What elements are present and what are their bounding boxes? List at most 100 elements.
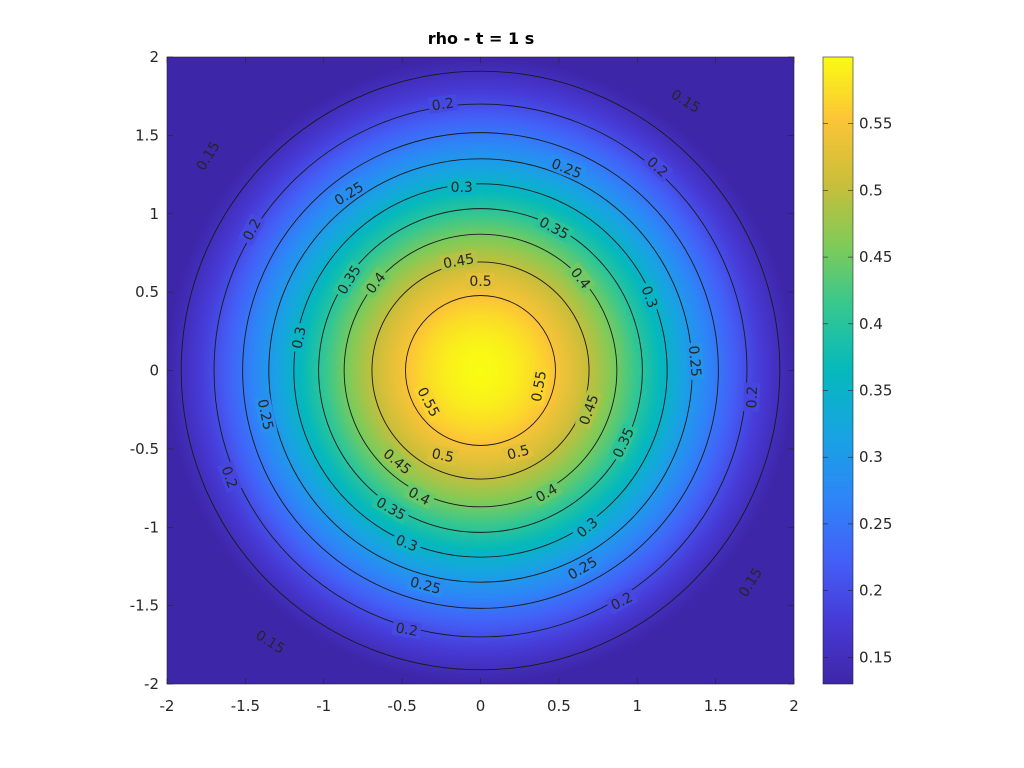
chart-title: rho - t = 1 s [428, 29, 534, 48]
x-tick-label: 2 [789, 697, 799, 715]
contour-label-mask [466, 273, 495, 290]
y-tick-label: -0.5 [130, 440, 159, 458]
contour-label: 0.3 [287, 321, 310, 354]
x-tick-label: -1.5 [231, 697, 260, 715]
contour-line-0_25 [242, 132, 719, 609]
contour-label-mask [391, 618, 423, 640]
y-axis-ticks: 2 1.5 1 0.5 0 -0.5 -1 -1.5 -2 [130, 48, 794, 693]
contour-label-mask [665, 84, 706, 118]
colorbar-tick-label: 0.35 [859, 382, 892, 400]
contour-lines [180, 70, 781, 671]
contour-label-mask [562, 551, 603, 585]
contour-label-text: 0.3 [393, 532, 420, 555]
contour-label-mask [378, 443, 417, 480]
contour-label-text: 0.2 [744, 386, 761, 409]
y-tick-label: 2 [149, 48, 159, 66]
contour-label: 0.3 [637, 280, 663, 314]
contour-label-mask [685, 342, 705, 381]
contour-label-mask [371, 492, 412, 525]
contour-line-0_2 [213, 103, 748, 638]
contour-label-text: 0.25 [408, 574, 442, 598]
contour-label-mask [439, 249, 479, 272]
contour-label: 0.3 [447, 179, 476, 196]
contour-label-mask [733, 562, 767, 602]
colorbar-tick-label: 0.55 [859, 115, 892, 133]
contour-label-mask [427, 444, 459, 466]
contour-label: 0.25 [254, 394, 278, 435]
contour-label: 0.2 [427, 94, 459, 115]
colorbar-tick-label: 0.15 [859, 648, 892, 666]
contour-label: 0.55 [527, 366, 550, 406]
contour-label: 0.2 [743, 382, 761, 412]
contour-label-mask [502, 440, 535, 464]
contour-line-0_35 [293, 183, 668, 558]
contour-label: 0.5 [427, 444, 459, 466]
x-tick-label: -2 [160, 697, 175, 715]
contour-label-text: 0.5 [469, 274, 491, 290]
contour-label-mask [447, 179, 476, 196]
colorbar-frame [822, 56, 854, 685]
colorbar-tick-label: 0.2 [859, 582, 883, 600]
contour-label-mask [527, 366, 550, 406]
colorbar-tick-label: 0.5 [859, 181, 883, 199]
x-tick-label: 0.5 [547, 697, 571, 715]
contour-label: 0.45 [439, 249, 479, 272]
contour-label: 0.5 [502, 440, 535, 464]
y-tick-label: 0 [149, 362, 159, 380]
contour-label-text: 0.25 [254, 398, 276, 432]
contour-label-text: 0.2 [431, 96, 455, 115]
contour-label-mask [413, 381, 445, 422]
x-axis-ticks: -2 -1.5 -1 -0.5 0 0.5 1 1.5 2 [160, 57, 799, 715]
x-tick-label: 1.5 [704, 697, 728, 715]
x-tick-label: 1 [632, 697, 642, 715]
colorbar-ticks: 0.15 0.2 0.25 0.3 0.35 0.4 0.45 0.5 0.55 [823, 115, 892, 666]
contour-label-text: 0.45 [442, 251, 475, 272]
contour-line-0_4 [318, 208, 643, 533]
contour-label-mask [390, 530, 424, 556]
contour-label-mask [405, 572, 446, 598]
contour-label-mask [574, 389, 603, 430]
contour-label-mask [191, 135, 225, 176]
y-tick-label: -2 [144, 675, 159, 693]
contour-label-mask [565, 261, 596, 295]
y-tick-label: -1 [144, 518, 159, 536]
contour-label-mask [608, 422, 639, 463]
contour-label: 0.4 [529, 478, 563, 507]
contour-label-mask [637, 280, 663, 314]
contour-label-mask [254, 394, 278, 435]
contour-label-mask [427, 94, 459, 114]
contour-line-0_15 [180, 70, 781, 671]
contour-line-0_55 [405, 295, 556, 446]
contour-label-mask [529, 478, 563, 507]
y-tick-label: 1 [149, 205, 159, 223]
contour-label-mask [332, 259, 366, 300]
contour-label-text: 0.55 [529, 370, 550, 403]
contour-label: 0.2 [391, 618, 423, 640]
colorbar-tick-label: 0.4 [859, 315, 883, 333]
x-tick-label: -1 [316, 697, 331, 715]
y-tick-label: 0.5 [135, 283, 159, 301]
contour-label-text: 0.25 [685, 345, 704, 377]
contour-label-mask [287, 321, 310, 354]
contour-label-text: 0.3 [290, 325, 310, 350]
colorbar-gradient [823, 57, 853, 684]
contour-label-mask [605, 587, 638, 615]
colorbar-tick-label: 0.45 [859, 248, 892, 266]
contour-label-mask [360, 266, 391, 299]
contour-label-text: 0.3 [638, 284, 661, 310]
colorbar-tick-label: 0.3 [859, 448, 883, 466]
contour-label: 0.25 [405, 572, 446, 598]
contour-label-mask [743, 382, 761, 412]
contour-label-mask [402, 482, 436, 510]
contour-label: 0.25 [685, 342, 705, 381]
contour-label-mask [328, 176, 369, 210]
contour-label-text: 0.2 [394, 620, 419, 640]
colorbar-tick-label: 0.25 [859, 515, 892, 533]
contour-label-text: 0.5 [506, 442, 532, 463]
contour-label-mask [534, 212, 575, 244]
contour-label: 0.3 [390, 530, 424, 556]
contour-label-mask [237, 213, 266, 246]
y-tick-label: -1.5 [130, 597, 159, 615]
